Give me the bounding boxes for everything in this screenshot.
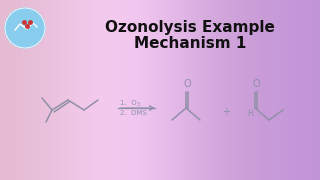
Text: +: + xyxy=(222,107,230,117)
Text: 2.  DMS: 2. DMS xyxy=(120,110,147,116)
Text: Mechanism 1: Mechanism 1 xyxy=(134,36,246,51)
Text: 3: 3 xyxy=(137,102,140,107)
Text: Ozonolysis Example: Ozonolysis Example xyxy=(105,20,275,35)
Text: H: H xyxy=(247,109,253,118)
Text: O: O xyxy=(252,79,260,89)
Circle shape xyxy=(5,8,45,48)
Text: 1.  O: 1. O xyxy=(120,100,137,106)
Text: O: O xyxy=(183,79,191,89)
